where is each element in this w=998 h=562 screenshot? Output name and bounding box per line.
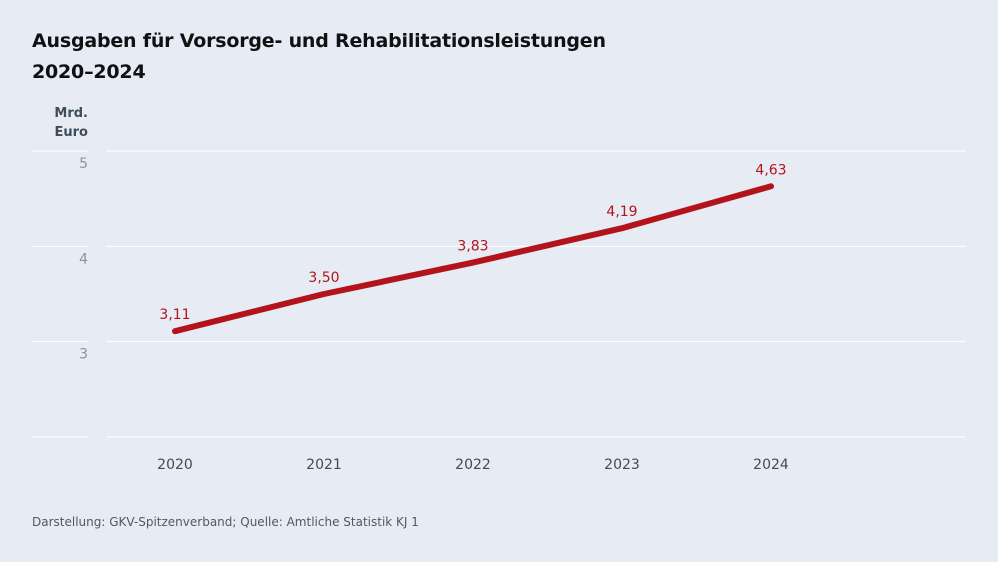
x-tick-label: 2020 <box>157 457 193 473</box>
data-label: 4,63 <box>755 162 786 178</box>
data-label: 4,19 <box>606 204 637 220</box>
y-axis-label-line-1: Mrd. <box>54 106 88 121</box>
data-label: 3,83 <box>457 239 488 255</box>
x-tick-label: 2022 <box>455 457 491 473</box>
title-line-1: Ausgaben für Vorsorge- und Rehabilitatio… <box>32 30 606 52</box>
y-tick-label: 3 <box>79 347 88 363</box>
y-tick-label: 4 <box>79 251 88 267</box>
x-tick-label: 2024 <box>753 457 789 473</box>
series-line <box>172 183 774 335</box>
y-axis-label-line-2: Euro <box>54 125 88 140</box>
x-tick-label: 2023 <box>604 457 640 473</box>
data-label: 3,11 <box>159 307 190 323</box>
chart-title: Ausgaben für Vorsorge- und Rehabilitatio… <box>32 26 606 88</box>
x-tick-label: 2021 <box>306 457 342 473</box>
source-note: Darstellung: GKV-Spitzenverband; Quelle:… <box>32 515 419 529</box>
y-tick-label: 5 <box>79 156 88 172</box>
title-line-2: 2020–2024 <box>32 61 146 83</box>
data-label: 3,50 <box>308 270 339 286</box>
y-axis-label: Mrd. Euro <box>32 104 88 142</box>
